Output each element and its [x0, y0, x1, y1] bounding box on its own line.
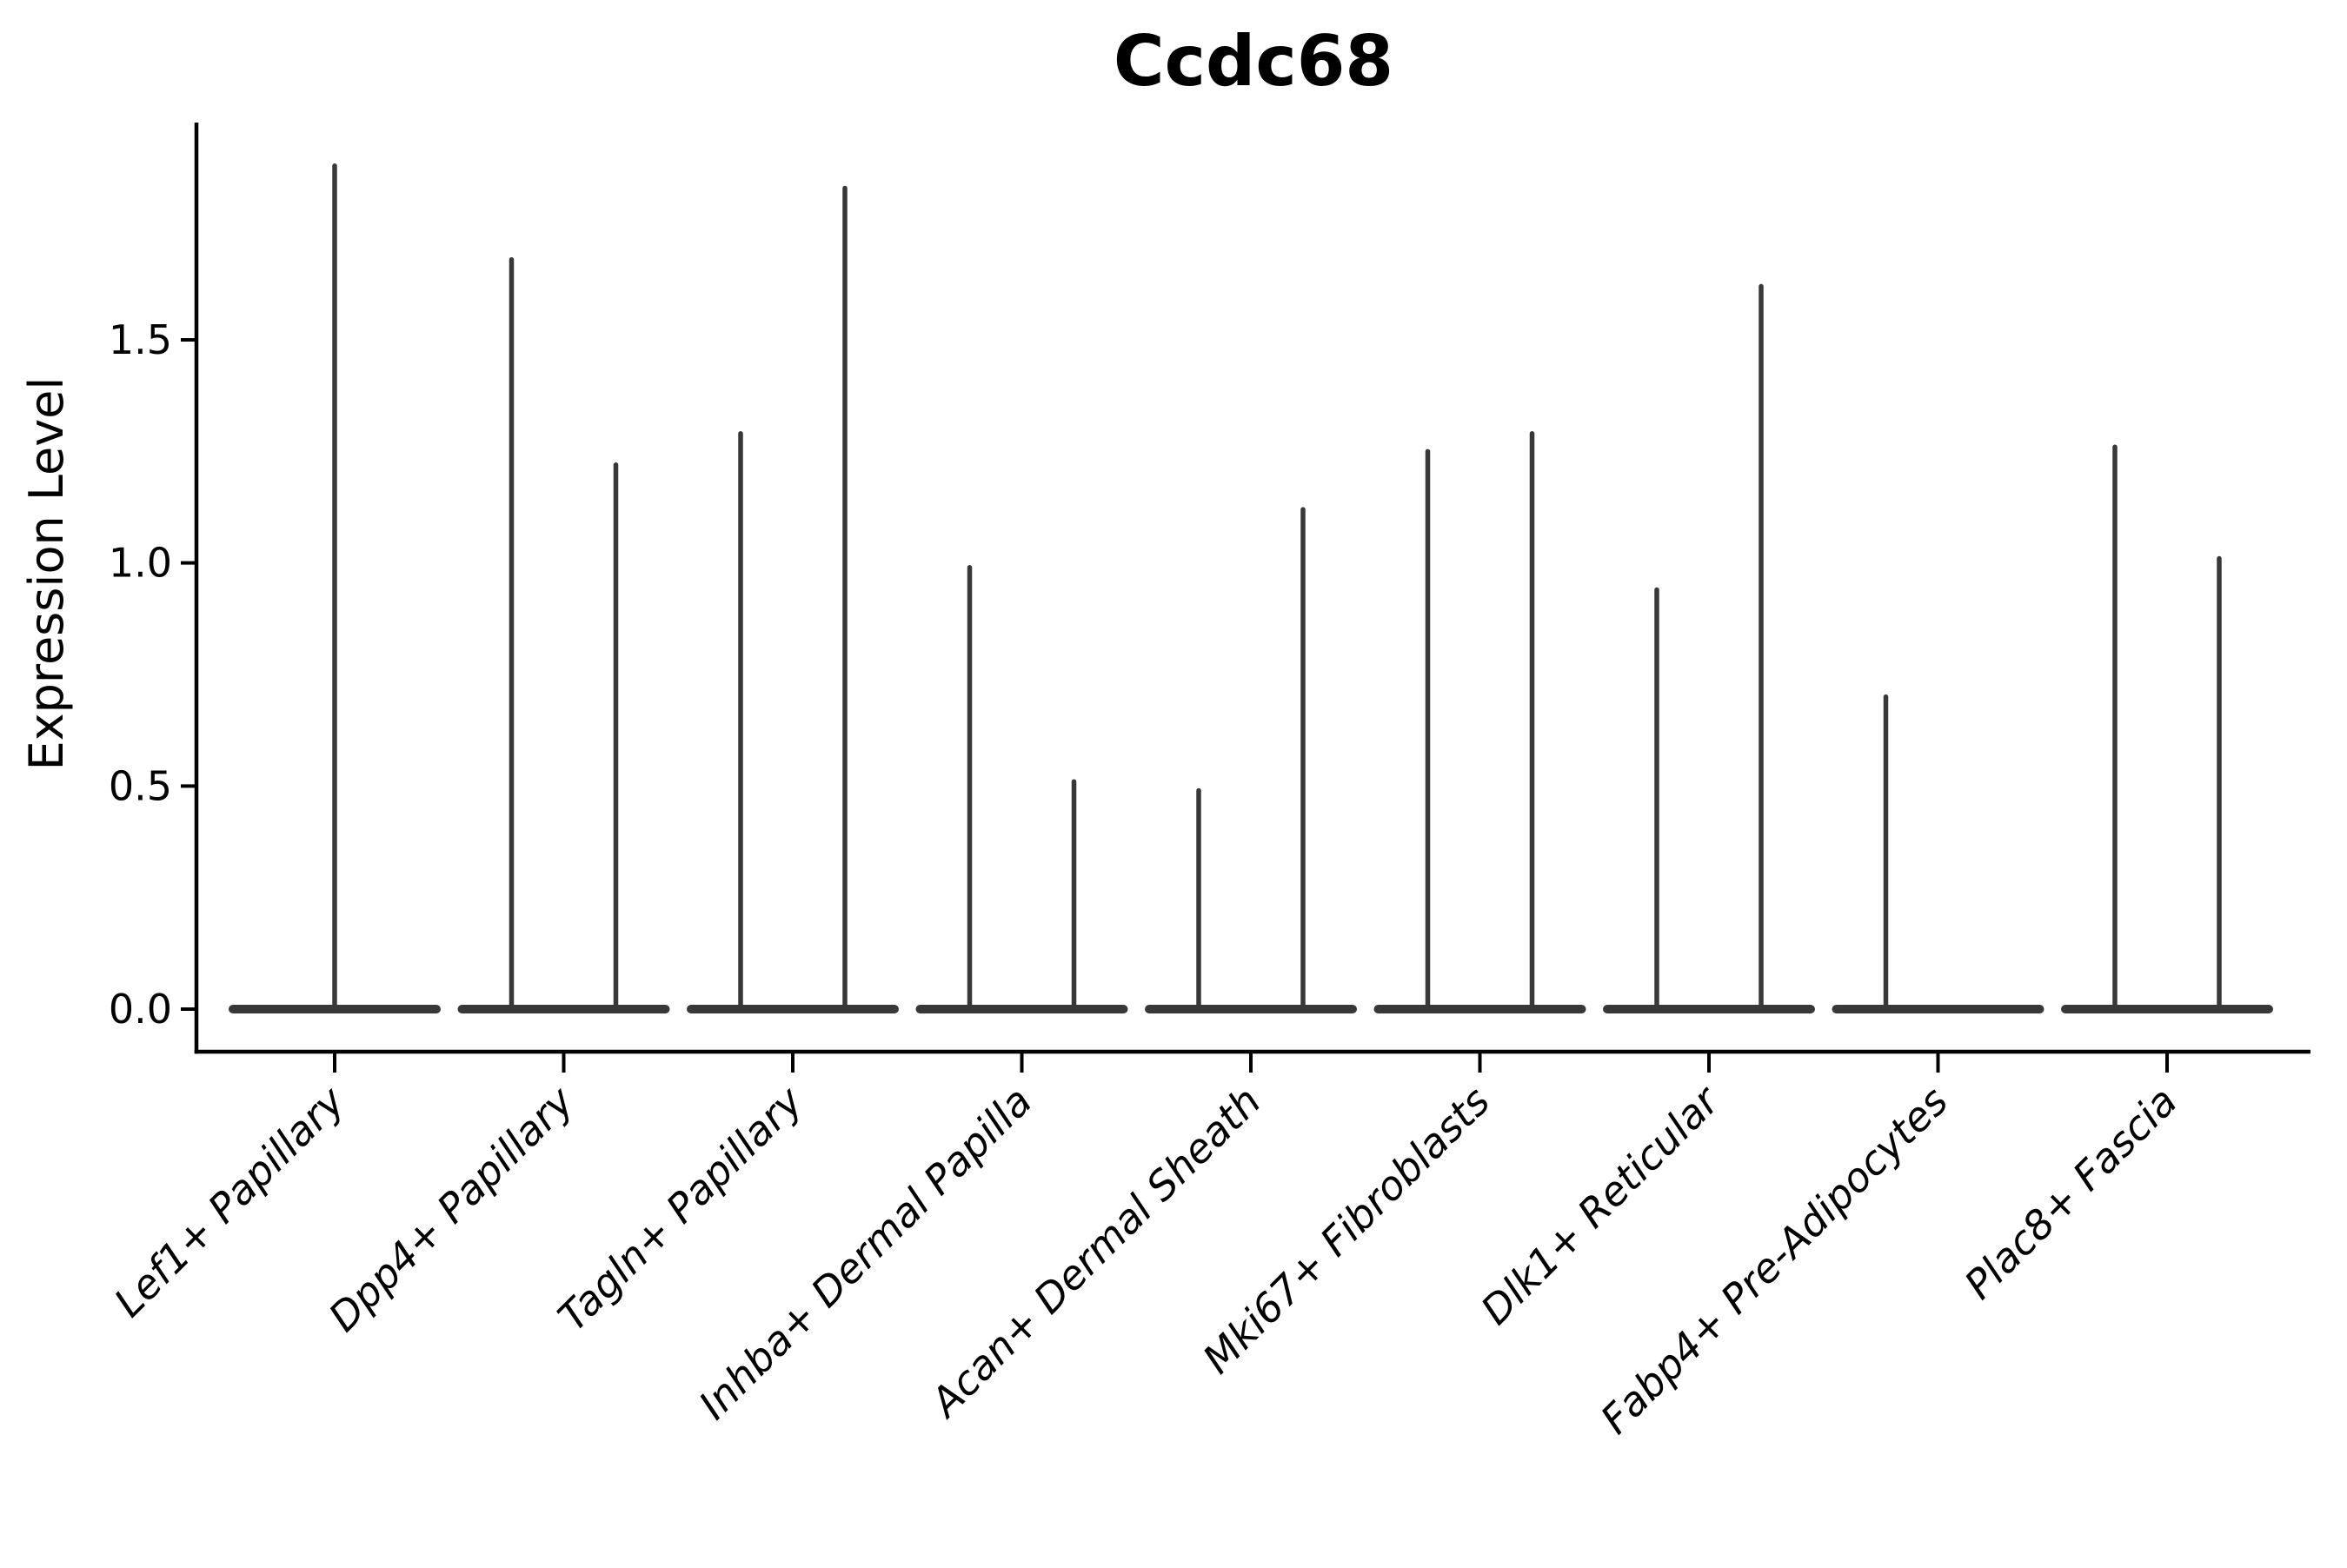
x-tick-label: Lef1+ Papillary	[105, 1077, 354, 1325]
x-tick-label: Dlk1+ Reticular	[1472, 1075, 1730, 1333]
violin-base	[687, 1005, 899, 1013]
violin-base	[1603, 1005, 1815, 1013]
violin-base	[2061, 1005, 2273, 1013]
y-tick-label: 1.5	[109, 316, 172, 363]
y-axis-label: Expression Level	[19, 377, 74, 771]
violin-base	[1145, 1005, 1357, 1013]
x-tick-label: Plac8+ Fascia	[1955, 1078, 2185, 1308]
y-tick-label: 1.0	[109, 540, 172, 587]
y-tick-label: 0.5	[109, 762, 172, 809]
violin-base	[1832, 1005, 2044, 1013]
violin-base	[915, 1005, 1128, 1013]
x-tick-label: Dpp4+ Papillary	[320, 1077, 583, 1340]
violin-base	[1373, 1005, 1586, 1013]
violin-base	[457, 1005, 670, 1013]
x-tick-label: Tagln+ Papillary	[549, 1077, 812, 1340]
y-tick-label: 0.0	[109, 986, 172, 1033]
chart-title: Ccdc68	[1114, 21, 1393, 102]
